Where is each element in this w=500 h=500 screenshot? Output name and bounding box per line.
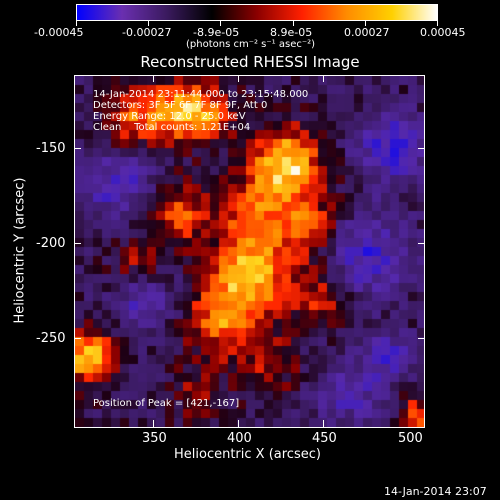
y-tick xyxy=(74,243,81,244)
x-axis-label: Heliocentric X (arcsec) xyxy=(174,447,321,462)
energy-range-label: Energy Range: 12.0 - 25.0 keV xyxy=(93,111,246,122)
x-tick xyxy=(238,75,239,82)
x-tick-label: 450 xyxy=(312,431,337,446)
x-tick xyxy=(323,75,324,82)
colorbar-tick-label: 0.00027 xyxy=(344,26,390,39)
colorbar-tick xyxy=(220,21,221,26)
colorbar-tick xyxy=(148,21,149,26)
x-tick xyxy=(323,420,324,427)
colorbar xyxy=(76,4,438,21)
colorbar-tick-label: -0.00027 xyxy=(122,26,172,39)
image-plot xyxy=(74,75,425,428)
plot-title: Reconstructed RHESSI Image xyxy=(140,53,360,71)
x-tick xyxy=(153,420,154,427)
y-tick xyxy=(418,148,425,149)
colorbar-units-label: (photons cm⁻² s⁻¹ asec⁻²) xyxy=(186,39,316,50)
y-tick-label: -250 xyxy=(36,331,66,346)
y-tick-label: -200 xyxy=(36,236,66,251)
footer-timestamp: 14-Jan-2014 23:07 xyxy=(384,485,487,498)
colorbar-tick xyxy=(293,21,294,26)
x-tick-label: 350 xyxy=(142,431,167,446)
counts-label: Clean Total counts: 1.21E+04 xyxy=(93,122,251,133)
y-tick xyxy=(418,243,425,244)
x-tick xyxy=(238,420,239,427)
x-tick-label: 400 xyxy=(227,431,252,446)
peak-position-label: Position of Peak = [421,-167] xyxy=(93,398,240,409)
x-tick-label: 500 xyxy=(398,431,423,446)
y-axis-label: Heliocentric Y (arcsec) xyxy=(12,177,28,324)
colorbar-tick-label: 0.00045 xyxy=(420,26,466,39)
detectors-label: Detectors: 3F 5F 6F 7F 8F 9F, Att 0 xyxy=(93,100,268,111)
y-tick xyxy=(418,338,425,339)
time-range-label: 14-Jan-2014 23:11:44.000 to 23:15:48.000 xyxy=(93,89,309,100)
solar-flare-image xyxy=(75,76,424,427)
colorbar-tick-label: -0.00045 xyxy=(34,26,84,39)
colorbar-tick xyxy=(76,21,77,26)
colorbar-tick-label: 8.9e-05 xyxy=(270,26,313,39)
y-tick xyxy=(74,148,81,149)
colorbar-tick xyxy=(437,21,438,26)
colorbar-tick-label: -8.9e-05 xyxy=(193,26,240,39)
y-tick-label: -150 xyxy=(36,141,66,156)
x-tick xyxy=(153,75,154,82)
colorbar-tick xyxy=(365,21,366,26)
y-tick xyxy=(74,338,81,339)
